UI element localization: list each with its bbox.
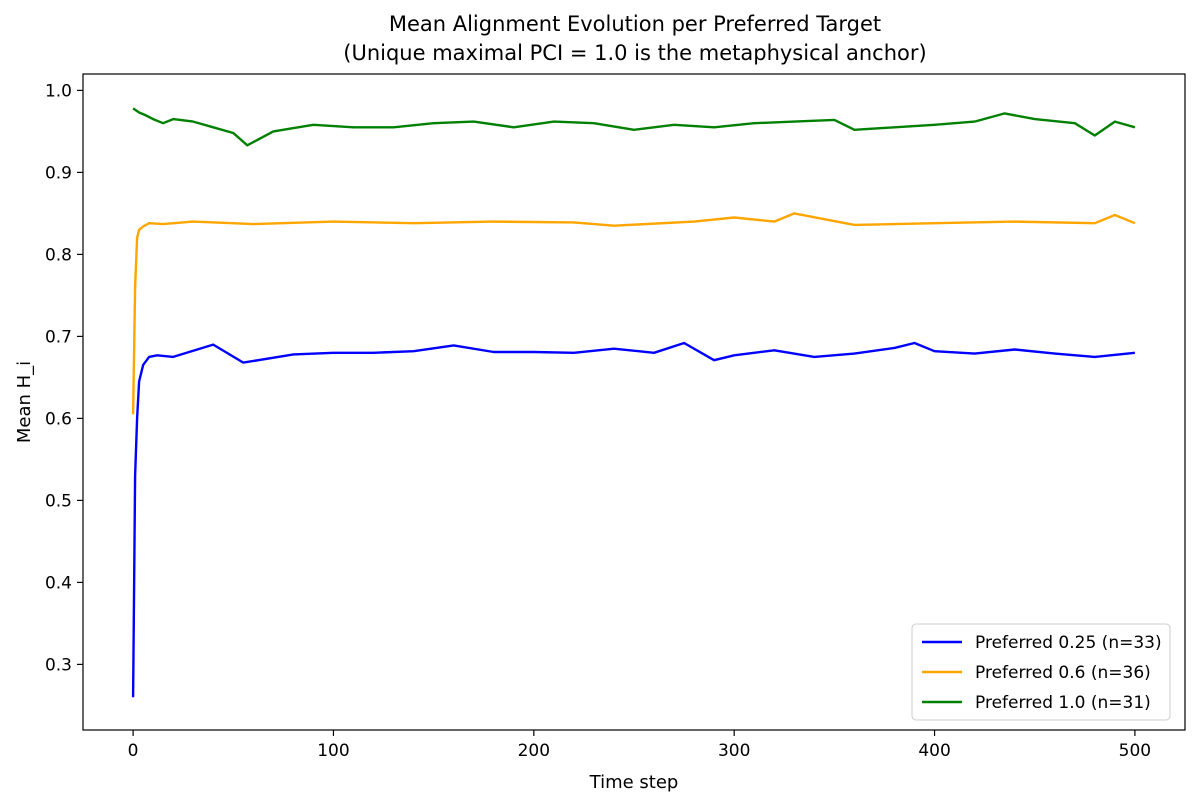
x-tick-label: 500 [1119, 741, 1151, 761]
x-axis: 0 100 200 300 400 500 [128, 730, 1151, 761]
x-tick-label: 0 [128, 741, 139, 761]
x-tick-label: 300 [718, 741, 750, 761]
legend-label-2: Preferred 1.0 (n=31) [975, 693, 1151, 713]
x-tick-label: 200 [518, 741, 550, 761]
legend-label-1: Preferred 0.6 (n=36) [975, 663, 1151, 683]
y-tick-label: 1.0 [45, 81, 72, 101]
y-tick-label: 0.6 [45, 409, 72, 429]
y-tick-label: 0.5 [45, 491, 72, 511]
x-axis-label: Time step [589, 772, 679, 793]
legend-box [911, 623, 1171, 721]
y-tick-label: 0.9 [45, 163, 72, 183]
y-axis-label: Mean H_i [14, 361, 35, 443]
series-line-2 [132, 107, 1136, 147]
legend: Preferred 0.25 (n=33) Preferred 0.6 (n=36… [911, 623, 1171, 721]
chart-title: Mean Alignment Evolution per Preferred T… [389, 12, 881, 36]
series-layer [131, 107, 1136, 698]
y-tick-label: 0.7 [45, 327, 72, 347]
y-tick-label: 0.3 [45, 655, 72, 675]
y-tick-label: 0.4 [45, 573, 72, 593]
legend-label-0: Preferred 0.25 (n=33) [975, 633, 1162, 653]
series-line-0 [131, 341, 1136, 698]
series-line-1 [131, 212, 1136, 415]
chart-subtitle: (Unique maximal PCI = 1.0 is the metaphy… [343, 41, 926, 65]
y-axis: 0.3 0.4 0.5 0.6 0.7 0.8 0.9 1.0 [45, 81, 83, 675]
x-tick-label: 400 [918, 741, 950, 761]
plot-frame [82, 73, 1186, 731]
x-tick-label: 100 [317, 741, 349, 761]
y-tick-label: 0.8 [45, 245, 72, 265]
